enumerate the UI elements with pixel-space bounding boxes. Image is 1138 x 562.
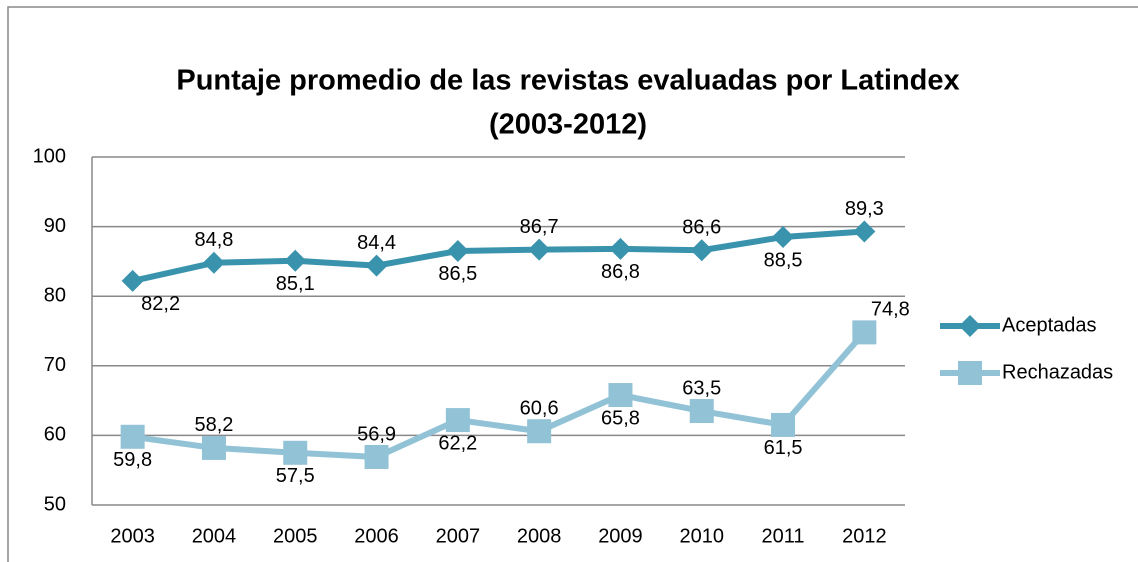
data-label: 88,5 <box>764 249 803 271</box>
y-tick-label: 100 <box>33 145 66 167</box>
data-label: 86,8 <box>601 261 640 283</box>
point <box>121 269 144 292</box>
data-label: 61,5 <box>764 437 803 459</box>
point <box>609 237 632 260</box>
point <box>365 254 388 277</box>
x-tick-label: 2010 <box>680 525 725 547</box>
point <box>772 226 795 249</box>
data-label: 84,4 <box>357 232 396 254</box>
point <box>771 412 796 437</box>
y-tick-label: 70 <box>44 354 66 376</box>
series-line <box>131 228 865 284</box>
y-tick-label: 90 <box>44 215 66 237</box>
point <box>283 440 308 465</box>
point <box>201 435 226 460</box>
point <box>202 251 225 274</box>
point <box>689 399 714 424</box>
x-tick-label: 2012 <box>842 525 887 547</box>
data-label: 59,8 <box>113 449 152 471</box>
y-tick-label: 60 <box>44 424 66 446</box>
point <box>690 239 713 262</box>
series-line <box>132 330 867 460</box>
data-label: 60,6 <box>520 398 559 420</box>
data-label: 86,5 <box>438 263 477 285</box>
chart-title: Puntaje promedio de las revistas evaluad… <box>176 65 959 97</box>
point <box>445 408 470 433</box>
data-label: 86,7 <box>520 216 559 238</box>
data-label: 89,3 <box>845 198 884 220</box>
y-tick-label: 50 <box>44 493 66 515</box>
point <box>853 220 876 243</box>
legend-label: Rechazadas <box>1002 361 1113 383</box>
data-label: 84,8 <box>194 229 233 251</box>
point <box>608 383 633 408</box>
x-tick-label: 2009 <box>598 525 643 547</box>
data-label: 65,8 <box>601 407 640 429</box>
x-tick-label: 2003 <box>110 525 155 547</box>
x-tick-label: 2007 <box>436 525 481 547</box>
data-label: 56,9 <box>357 423 396 445</box>
x-tick-label: 2011 <box>762 525 805 547</box>
x-tick-label: 2008 <box>517 525 562 547</box>
data-label: 58,2 <box>194 414 233 436</box>
data-label: 86,6 <box>682 217 721 239</box>
data-label: 57,5 <box>276 465 315 487</box>
data-label: 63,5 <box>682 377 721 399</box>
chart-frame <box>7 6 1138 562</box>
point <box>120 424 145 449</box>
chart-title: (2003-2012) <box>489 109 647 141</box>
x-tick-label: 2006 <box>354 525 399 547</box>
legend-label: Aceptadas <box>1002 314 1097 336</box>
y-tick-label: 80 <box>44 284 66 306</box>
point <box>527 419 552 444</box>
data-label: 62,2 <box>438 432 477 454</box>
point <box>364 444 389 469</box>
point <box>528 238 551 261</box>
data-label: 82,2 <box>141 293 180 315</box>
legend-marker <box>959 315 981 337</box>
point <box>852 320 877 345</box>
data-label: 74,8 <box>871 299 910 321</box>
point <box>446 239 469 262</box>
point <box>284 249 307 272</box>
legend-marker <box>958 361 982 385</box>
x-tick-label: 2005 <box>273 525 318 547</box>
x-tick-label: 2004 <box>192 525 237 547</box>
data-label: 85,1 <box>276 273 315 295</box>
